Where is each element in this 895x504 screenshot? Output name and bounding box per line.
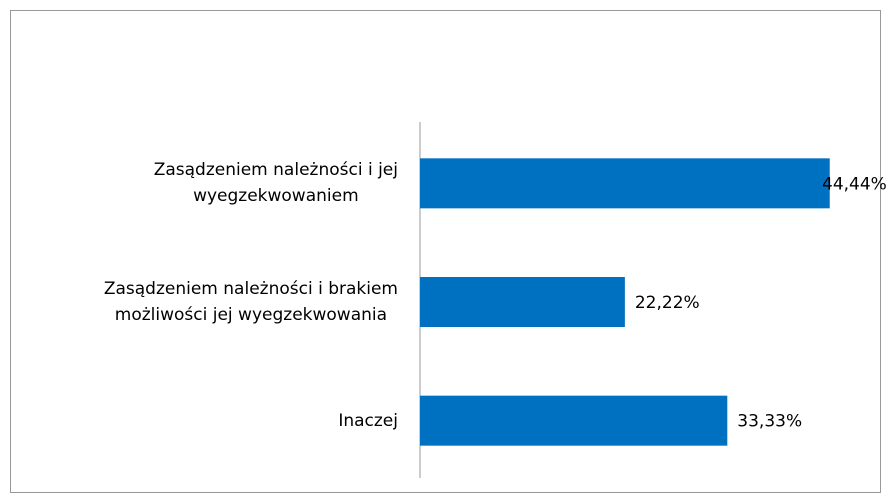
data-label: 44,44% <box>822 174 887 194</box>
bar <box>420 395 728 446</box>
data-label: 33,33% <box>737 412 802 432</box>
y-tick-label: Inaczej <box>338 410 398 431</box>
data-label: 22,22% <box>635 293 700 313</box>
y-tick-label: Zasądzeniem należności i jej wyegzekwowa… <box>153 160 398 207</box>
bar <box>420 277 625 327</box>
y-tick-label: Zasądzeniem należności i brakiem możliwo… <box>103 279 398 325</box>
bar <box>420 158 830 209</box>
